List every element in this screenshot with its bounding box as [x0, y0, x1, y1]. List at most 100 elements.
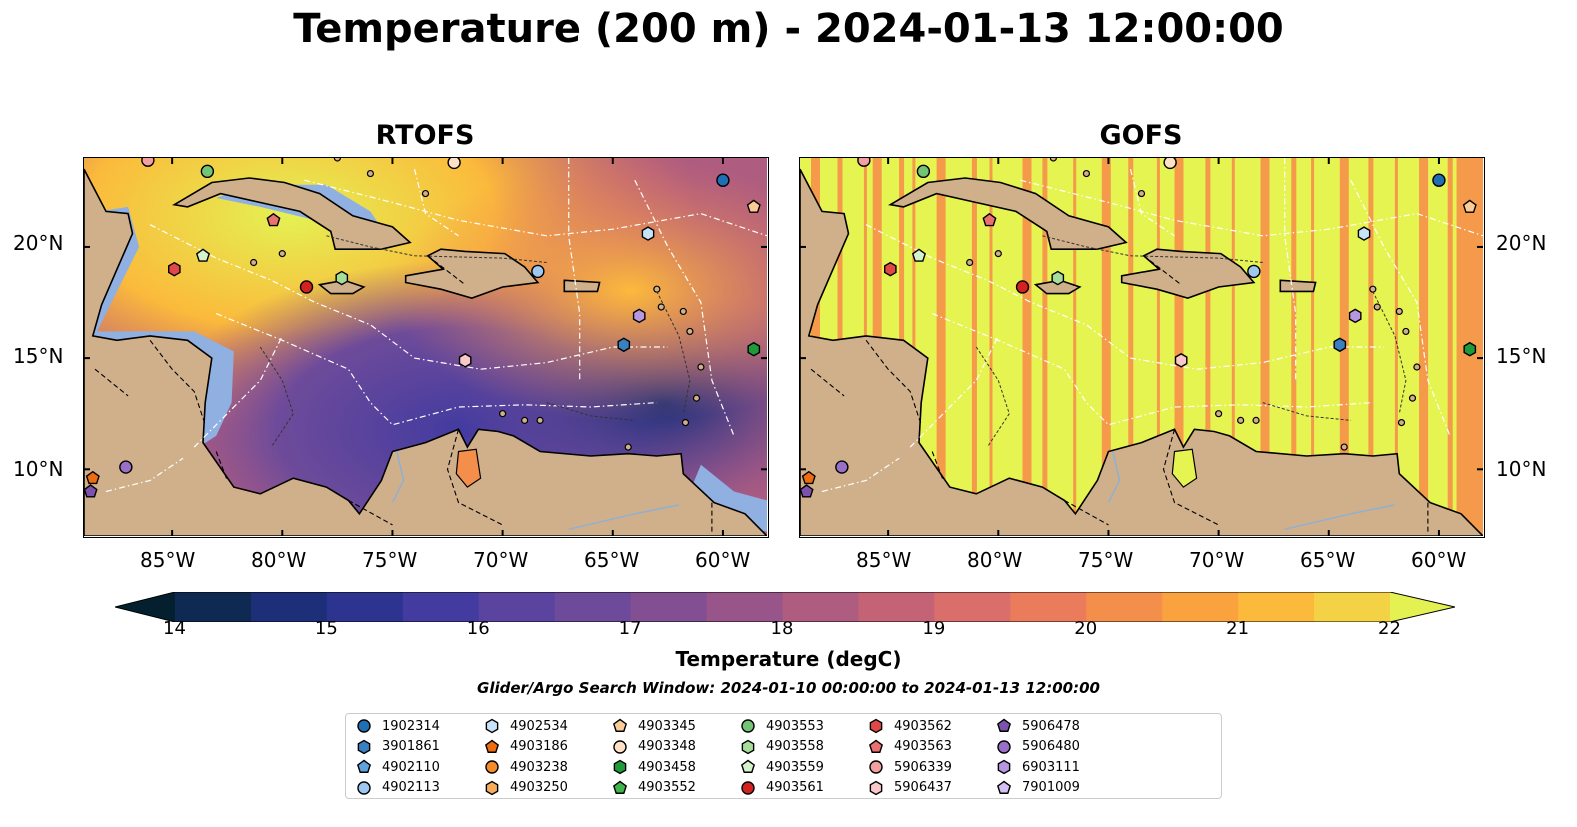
- float-4902534: [641, 226, 655, 241]
- landmass: [888, 177, 1128, 250]
- eez-boundary: [568, 158, 581, 381]
- legend-item: 5906478: [996, 716, 1080, 736]
- lake-maracaibo: [1171, 448, 1198, 488]
- float-4902534: [1357, 226, 1371, 241]
- colorbar-extend-high: [1390, 592, 1455, 622]
- island: [1049, 158, 1057, 162]
- colorbar-segment: [478, 592, 556, 622]
- gofs-stripe: [1291, 158, 1297, 536]
- colorbar-segment: [706, 592, 784, 622]
- eez-boundary: [105, 457, 184, 493]
- pentagon-marker-icon: [356, 759, 372, 773]
- circle-marker-icon: [357, 719, 371, 733]
- legend-marker: [869, 760, 883, 774]
- hexagon-marker-icon: [613, 759, 627, 775]
- island: [1408, 394, 1417, 402]
- eez-boundary: [304, 179, 767, 237]
- pentagon-marker-icon: [740, 759, 756, 773]
- legend-marker: [741, 780, 755, 795]
- legend-label: 4903186: [510, 739, 568, 754]
- island: [1369, 285, 1377, 293]
- island: [250, 258, 258, 267]
- colorbar-segment: [1238, 592, 1315, 622]
- country-border: [215, 451, 228, 481]
- legend-label: 4903250: [510, 780, 568, 795]
- landmass: [172, 177, 412, 250]
- float-4903559: [911, 248, 926, 262]
- circle-marker-icon: [741, 780, 755, 795]
- colorbar: [115, 592, 1455, 622]
- island: [653, 285, 661, 293]
- panel-title-rtofs: RTOFS: [375, 120, 475, 151]
- depth-contour: [326, 235, 547, 263]
- legend-item: 3901861: [356, 737, 440, 757]
- island: [679, 307, 687, 316]
- island: [278, 250, 286, 258]
- legend-item: 4903345: [612, 716, 696, 736]
- island: [499, 410, 507, 418]
- lat-tick-right: 10°N: [1496, 457, 1547, 481]
- legend-item: 7901009: [996, 778, 1080, 798]
- legend-label: 4903458: [638, 759, 696, 775]
- colorbar-tick-label: 17: [618, 618, 642, 639]
- colorbar-tick-label: 21: [1226, 618, 1250, 639]
- float-6903111: [632, 308, 646, 324]
- legend-item: 1902314: [356, 716, 440, 736]
- eez-boundary: [413, 168, 459, 237]
- island: [697, 363, 705, 371]
- eez-boundary: [634, 179, 735, 437]
- colorbar-segment: [630, 592, 708, 622]
- gofs-stripe: [1447, 158, 1453, 536]
- float-4903558: [1051, 270, 1065, 286]
- legend-item: 4903348: [612, 737, 696, 757]
- legend-marker: [613, 739, 627, 754]
- colorbar-tick-label: 22: [1378, 618, 1401, 639]
- gofs-stripe: [1205, 158, 1211, 536]
- legend-item: 4903562: [868, 716, 952, 736]
- lon-tick: 65°W: [584, 548, 640, 572]
- legend-item: 5906437: [868, 778, 952, 798]
- legend-item: 4902110: [356, 757, 440, 777]
- island: [1397, 419, 1406, 427]
- gofs-stripe: [1042, 158, 1048, 536]
- float-1902314: [1432, 173, 1446, 187]
- eez-boundary: [931, 313, 1373, 426]
- country-border: [931, 451, 944, 481]
- float-4903562: [168, 261, 181, 277]
- colorbar-title: Temperature (degC): [675, 647, 902, 671]
- circle-marker-icon: [997, 739, 1011, 754]
- legend-label: 5906437: [894, 780, 952, 795]
- island: [657, 303, 665, 311]
- float-4903561: [299, 280, 314, 294]
- legend-label: 4903563: [894, 739, 952, 754]
- gofs-stripe: [1073, 158, 1077, 536]
- landmass: [404, 248, 540, 299]
- gofs-map-canvas: [800, 158, 1483, 536]
- lon-tick: 60°W: [695, 548, 751, 572]
- float-1902314: [716, 173, 730, 187]
- island: [1340, 443, 1348, 451]
- hexagon-marker-icon: [869, 780, 883, 795]
- hexagon-marker-icon: [357, 739, 371, 754]
- float-5906480: [119, 460, 133, 474]
- colorbar-tick-label: 19: [922, 618, 946, 639]
- river: [391, 451, 405, 503]
- gofs-stripe: [989, 158, 993, 536]
- circle-marker-icon: [741, 719, 755, 733]
- legend-marker: [485, 780, 499, 795]
- legend-item: 4903552: [612, 778, 696, 798]
- river: [1107, 451, 1121, 503]
- legend-label: 4903345: [638, 718, 696, 734]
- colorbar-tick-label: 18: [770, 618, 794, 639]
- pentagon-marker-icon: [612, 780, 628, 794]
- circle-marker-icon: [357, 780, 371, 795]
- colorbar-segment: [782, 592, 860, 622]
- gofs-stripe: [971, 158, 977, 536]
- gofs-stripe: [1419, 158, 1429, 536]
- legend-item: 4903458: [612, 757, 696, 777]
- legend-marker: [996, 718, 1012, 732]
- float-6903111: [1348, 308, 1362, 324]
- legend-marker: [740, 759, 756, 773]
- shelf-region: [689, 464, 767, 532]
- legend-item: 4902113: [356, 778, 440, 798]
